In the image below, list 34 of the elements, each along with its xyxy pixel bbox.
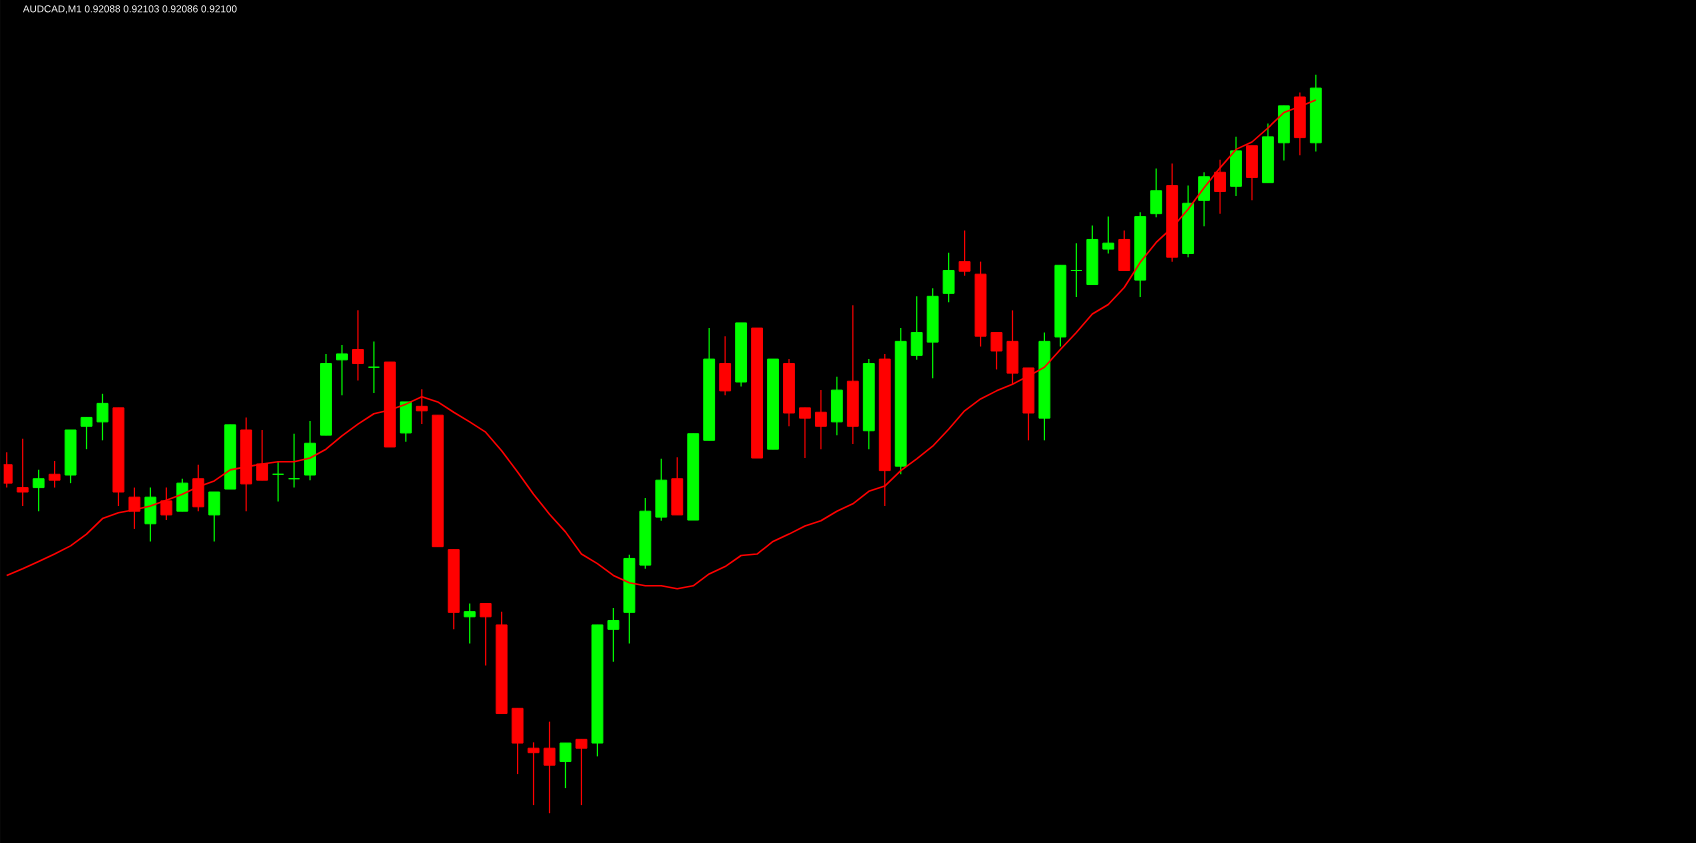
candlestick xyxy=(128,486,141,530)
candlestick xyxy=(607,607,620,663)
candlestick xyxy=(32,469,45,512)
candlestick xyxy=(48,460,61,489)
candlestick xyxy=(1102,215,1115,255)
chart-title: AUDCAD,M1 0.92088 0.92103 0.92086 0.92100 xyxy=(22,5,237,14)
candlestick xyxy=(814,389,827,450)
candlestick xyxy=(1070,242,1083,298)
candlestick xyxy=(479,602,492,667)
candlestick xyxy=(288,433,300,489)
candlestick xyxy=(910,295,923,361)
candlestick xyxy=(256,429,269,481)
candlestick xyxy=(415,388,428,425)
candlestick xyxy=(272,460,285,503)
candlestick xyxy=(559,742,572,789)
candlestick xyxy=(1214,159,1226,215)
candlestick xyxy=(543,720,556,814)
candlestick xyxy=(990,331,1003,370)
candlestick xyxy=(208,491,221,543)
candlestick xyxy=(1198,171,1211,227)
candlestick xyxy=(352,309,364,382)
candlestick xyxy=(367,340,380,394)
candlestick xyxy=(799,407,811,459)
candlestick xyxy=(942,252,955,303)
candlestick xyxy=(96,393,109,441)
candlestick xyxy=(575,738,588,806)
candlestick xyxy=(160,486,173,521)
candlestick xyxy=(80,416,93,450)
candlestick xyxy=(958,229,971,277)
candlestick xyxy=(16,438,29,507)
candlestick xyxy=(463,602,476,644)
candlestick xyxy=(1150,167,1163,218)
candlestick xyxy=(527,741,540,806)
candlestick xyxy=(336,344,348,396)
